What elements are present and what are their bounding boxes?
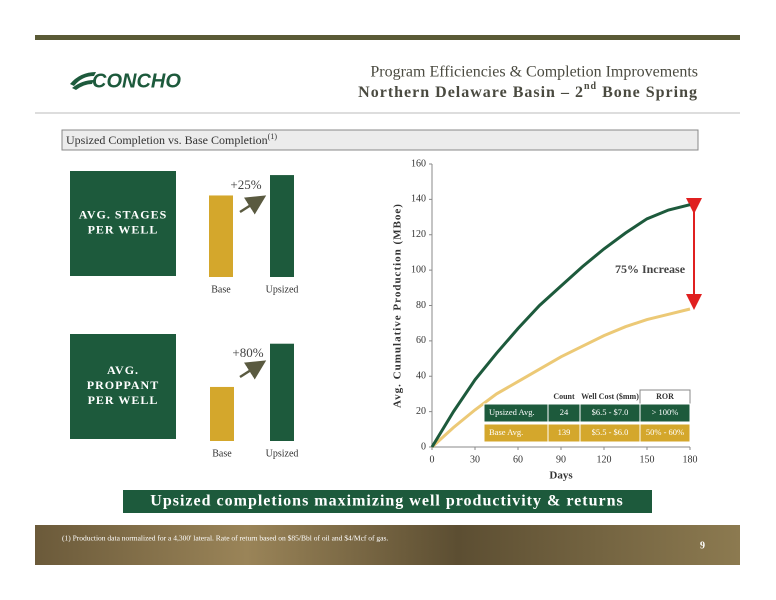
box-label: PER WELL <box>88 393 159 407</box>
y-tick-label: 140 <box>411 194 426 205</box>
y-tick-label: 120 <box>411 229 426 240</box>
x-tick-label: Base <box>212 448 232 459</box>
table-cell: > 100% <box>652 407 679 417</box>
line-series <box>430 203 691 448</box>
table-row <box>483 403 691 423</box>
x-tick-label: 60 <box>513 454 523 465</box>
table-cell: Upsized Avg. <box>489 407 535 417</box>
x-tick-label: 0 <box>430 454 435 465</box>
title: Program Efficiencies & Completion Improv… <box>370 64 698 81</box>
logo-text: CONCHO <box>92 70 181 92</box>
y-tick-label: 20 <box>416 406 426 417</box>
bar <box>210 386 234 441</box>
box-label: PER WELL <box>88 222 159 236</box>
arrow <box>239 195 267 215</box>
table-cell: $6.5 - $7.0 <box>592 407 629 417</box>
table-header: Well Cost ($mm) <box>581 392 639 401</box>
table-cell: 24 <box>560 407 569 417</box>
arrow <box>239 360 267 380</box>
x-tick-label: 150 <box>640 454 655 465</box>
x-tick-label: Base <box>211 284 231 295</box>
y-tick-label: 0 <box>421 441 426 452</box>
footer-image <box>35 525 740 565</box>
box-label: PROPPANT <box>87 378 159 392</box>
label-box <box>70 334 176 439</box>
x-tick-label: 30 <box>470 454 480 465</box>
bar <box>270 175 294 277</box>
section-text: Upsized Completion vs. Base Completion <box>66 133 268 147</box>
table-cell: Base Avg. <box>489 427 523 437</box>
logo: CONCHO <box>70 70 181 92</box>
subtitle-sup: nd <box>584 81 597 92</box>
box-label: AVG. STAGES <box>79 207 168 221</box>
subtitle-part: Northern Delaware Basin – 2 <box>358 84 584 101</box>
line-series <box>430 307 691 449</box>
section-title: Upsized Completion vs. Base Completion(1… <box>66 132 277 147</box>
banner-box <box>123 490 652 513</box>
y-tick-label: 60 <box>416 335 426 346</box>
y-tick-label: 160 <box>411 158 426 169</box>
banner: Upsized completions maximizing well prod… <box>150 493 623 510</box>
table-header: ROR <box>656 392 674 401</box>
x-axis-label: Days <box>549 470 573 482</box>
annotation: +80% <box>232 345 263 360</box>
y-tick-label: 40 <box>416 371 426 382</box>
y-tick-label: 100 <box>411 264 426 275</box>
table-cell: 50% - 60% <box>646 427 684 437</box>
annotation: +25% <box>230 177 261 192</box>
annotation: 75% Increase <box>615 262 686 276</box>
x-tick-label: Upsized <box>266 448 299 459</box>
bar <box>270 343 294 441</box>
section-box <box>61 129 699 151</box>
x-tick-label: 90 <box>556 454 566 465</box>
subtitle-part: Bone Spring <box>597 84 698 101</box>
box-label: AVG. <box>107 363 139 377</box>
table-cell: 139 <box>558 427 571 437</box>
bar <box>209 195 233 277</box>
table-header: Count <box>553 392 575 401</box>
top-bar <box>35 35 740 40</box>
x-tick-label: Upsized <box>266 284 299 295</box>
footnote: (1) Production data normalized for a 4,3… <box>62 534 388 543</box>
section-sup: (1) <box>268 132 278 141</box>
x-tick-label: 180 <box>683 454 698 465</box>
table-cell: $5.5 - $6.0 <box>592 427 629 437</box>
table-row <box>483 423 691 443</box>
subtitle: Northern Delaware Basin – 2nd Bone Sprin… <box>358 81 698 100</box>
y-tick-label: 80 <box>416 300 426 311</box>
page-number: 9 <box>700 540 705 551</box>
label-box <box>70 171 176 276</box>
x-tick-label: 120 <box>597 454 612 465</box>
y-axis-label: Avg. Cumulative Production (MBoe) <box>392 203 404 408</box>
